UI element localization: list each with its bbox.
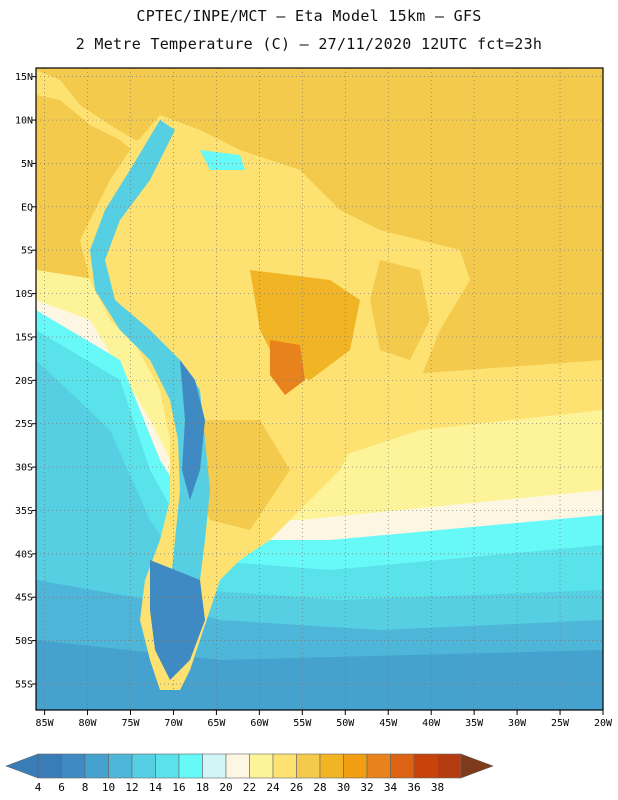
lon-tick-label: 50W: [336, 718, 355, 729]
map-grid: [36, 68, 604, 710]
patagonia-cold-area: [150, 560, 205, 680]
lon-tick-label: 60W: [250, 718, 269, 729]
lat-tick-label: 35S: [15, 506, 33, 517]
colorbar-swatch: [155, 753, 180, 779]
colorbar-label: 14: [149, 781, 163, 794]
colorbar-label: 10: [102, 781, 115, 794]
axis-ticks: 85W 80W 75W 70W 65W 60W 55W 50W 45W 40W 35W 30W 25W 2…: [15, 72, 613, 729]
colorbar-label: 32: [360, 781, 373, 794]
colorbar-swatch: [108, 753, 133, 779]
colorbar-swatch: [413, 753, 438, 779]
interior-hottest-area: [270, 340, 305, 395]
lat-tick-label: 10N: [15, 116, 33, 127]
lon-tick-label: 35W: [465, 718, 484, 729]
central-america-land: [36, 70, 170, 165]
andes-cold-ridge: [90, 120, 210, 620]
colorbar-label: 30: [337, 781, 350, 794]
colorbar-label: 8: [82, 781, 89, 794]
map-title: CPTEC/INPE/MCT – Eta Model 15km – GFS: [136, 7, 482, 25]
lat-tick-label: 25S: [15, 419, 33, 430]
colorbar-swatch: [343, 753, 368, 779]
colorbar-swatch: [131, 753, 156, 779]
colorbar-swatch: [225, 753, 250, 779]
lat-tick-label: 30S: [15, 463, 33, 474]
colorbar-swatch: [366, 753, 391, 779]
colorbar-right-arrow: [460, 753, 494, 779]
colorbar-swatch: [202, 753, 227, 779]
colorbar-swatch: [296, 753, 321, 779]
colorbar-label: 28: [313, 781, 326, 794]
lat-tick-label: 5N: [21, 159, 33, 170]
colorbar-label: 38: [431, 781, 444, 794]
lon-tick-label: 85W: [36, 718, 55, 729]
guiana-highlands-cool: [200, 150, 245, 170]
colorbar-swatch: [390, 753, 415, 779]
lat-tick-label: 5S: [21, 246, 33, 257]
lon-tick-label: 65W: [207, 718, 226, 729]
lat-tick-label: 15S: [15, 332, 33, 343]
colorbar-label: 36: [407, 781, 420, 794]
lon-tick-label: 45W: [379, 718, 398, 729]
lon-tick-label: 70W: [164, 718, 183, 729]
colorbar-swatch: [84, 753, 109, 779]
colorbar-label: 4: [35, 781, 42, 794]
lat-tick-label: 15N: [15, 72, 33, 83]
lat-tick-label: EQ: [21, 202, 33, 213]
colorbar-swatch: [437, 753, 462, 779]
lon-tick-label: 30W: [508, 718, 527, 729]
colorbar-label: 34: [384, 781, 398, 794]
lon-tick-label: 75W: [121, 718, 140, 729]
lat-tick-label: 50S: [15, 636, 33, 647]
lon-tick-label: 20W: [594, 718, 613, 729]
northeast-warm-area: [370, 260, 430, 360]
andes-coldest-area: [180, 360, 205, 500]
colorbar-swatch: [272, 753, 297, 779]
map-subtitle: 2 Metre Temperature (C) – 27/11/2020 12U…: [75, 35, 543, 53]
colorbar-label: 18: [196, 781, 209, 794]
lat-tick-label: 20S: [15, 376, 33, 387]
colorbar-label: 16: [172, 781, 185, 794]
lat-tick-label: 10S: [15, 289, 33, 300]
colorbar-label: 26: [290, 781, 303, 794]
lon-tick-label: 80W: [79, 718, 98, 729]
lon-tick-label: 40W: [422, 718, 441, 729]
colorbar: 4 6 8 10 12 14 16 18 20 22 24 26 28 30 32 34 36 38: [5, 753, 494, 794]
colorbar-swatch: [249, 753, 274, 779]
colorbar-label: 22: [243, 781, 256, 794]
map-field: [36, 68, 603, 710]
lat-tick-label: 45S: [15, 593, 33, 604]
south-warm-area: [190, 420, 290, 530]
colorbar-left-arrow: [5, 753, 39, 779]
colorbar-label: 6: [58, 781, 65, 794]
colorbar-swatch: [37, 753, 62, 779]
colorbar-swatch: [61, 753, 86, 779]
lat-tick-label: 40S: [15, 549, 33, 560]
colorbar-label: 20: [219, 781, 232, 794]
lon-tick-label: 55W: [293, 718, 312, 729]
colorbar-label: 12: [125, 781, 138, 794]
colorbar-swatch: [178, 753, 203, 779]
map-frame: [35, 67, 604, 711]
lon-tick-label: 25W: [551, 718, 570, 729]
lat-tick-label: 55S: [15, 679, 33, 690]
colorbar-label: 24: [266, 781, 280, 794]
colorbar-swatch: [319, 753, 344, 779]
